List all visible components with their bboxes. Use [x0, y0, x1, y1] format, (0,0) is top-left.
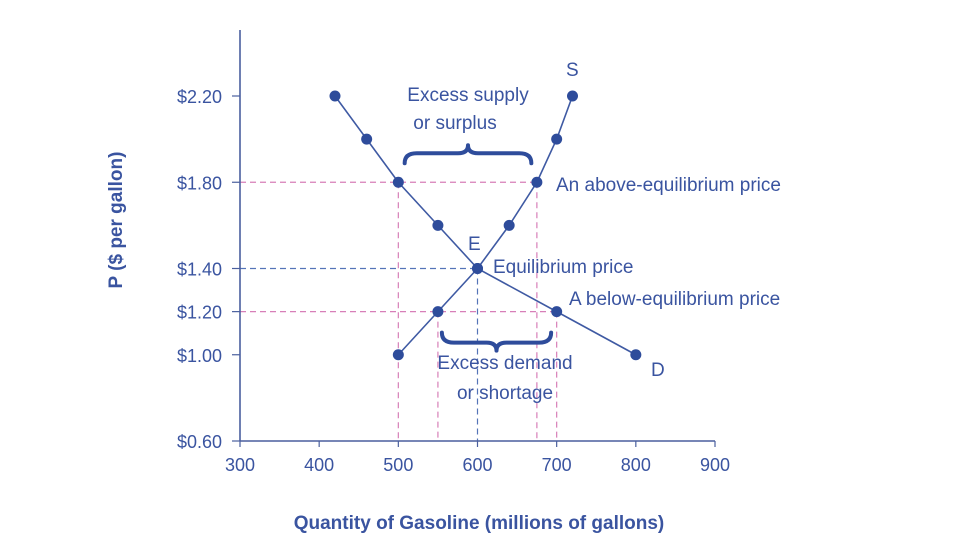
x-tick-label: 500 — [383, 455, 413, 475]
demand-curve-line — [334, 95, 637, 356]
supply-point — [503, 219, 515, 231]
above-equilibrium-label: An above-equilibrium price — [556, 175, 781, 196]
x-tick-label: 600 — [462, 455, 492, 475]
surplus-label-line1: Excess supply — [407, 85, 529, 106]
y-tick-label: $2.20 — [177, 87, 222, 107]
demand-point — [361, 133, 373, 145]
surplus-label-line2: or surplus — [413, 113, 496, 134]
demand-point — [630, 349, 642, 361]
demand-point — [551, 306, 563, 318]
y-axis-label: P ($ per gallon) — [106, 152, 127, 289]
y-tick-label: $1.80 — [177, 173, 222, 193]
supply-point — [392, 349, 404, 361]
supply-curve-line — [397, 95, 574, 356]
supply-point — [432, 306, 444, 318]
tick-labels: 300 400 500 600 700 800 900 $0.60 $1.00 $1.20 $1.4… — [177, 87, 730, 475]
demand-point — [329, 90, 341, 102]
equilibrium-letter: E — [468, 234, 481, 255]
curves — [329, 90, 642, 361]
braces — [402, 143, 554, 353]
surplus-brace — [402, 143, 534, 166]
demand-point — [392, 176, 404, 188]
shortage-label-line1: Excess demand — [437, 353, 572, 374]
y-tick-label: $0.60 — [177, 432, 222, 452]
supply-point — [567, 90, 578, 102]
equilibrium-price-label: Equilibrium price — [493, 257, 633, 278]
x-axis-label: Quantity of Gasoline (millions of gallon… — [294, 513, 665, 534]
below-equilibrium-label: A below-equilibrium price — [569, 289, 780, 310]
demand-curve-label: D — [651, 360, 665, 381]
x-tick-label: 800 — [621, 455, 651, 475]
y-tick-label: $1.20 — [177, 303, 222, 323]
y-tick-label: $1.00 — [177, 346, 222, 366]
supply-point — [472, 263, 483, 274]
supply-curve-label: S — [566, 60, 579, 81]
demand-point — [432, 219, 444, 231]
x-tick-label: 400 — [304, 455, 334, 475]
x-tick-label: 700 — [542, 455, 572, 475]
y-tick-label: $1.40 — [177, 260, 222, 280]
x-tick-label: 300 — [225, 455, 255, 475]
shortage-brace — [439, 330, 554, 353]
shortage-label-line2: or shortage — [457, 383, 553, 404]
supply-point — [531, 176, 543, 188]
dashed-guides — [240, 181, 558, 441]
x-tick-label: 900 — [700, 455, 730, 475]
axes — [232, 30, 716, 447]
supply-point — [551, 133, 563, 145]
